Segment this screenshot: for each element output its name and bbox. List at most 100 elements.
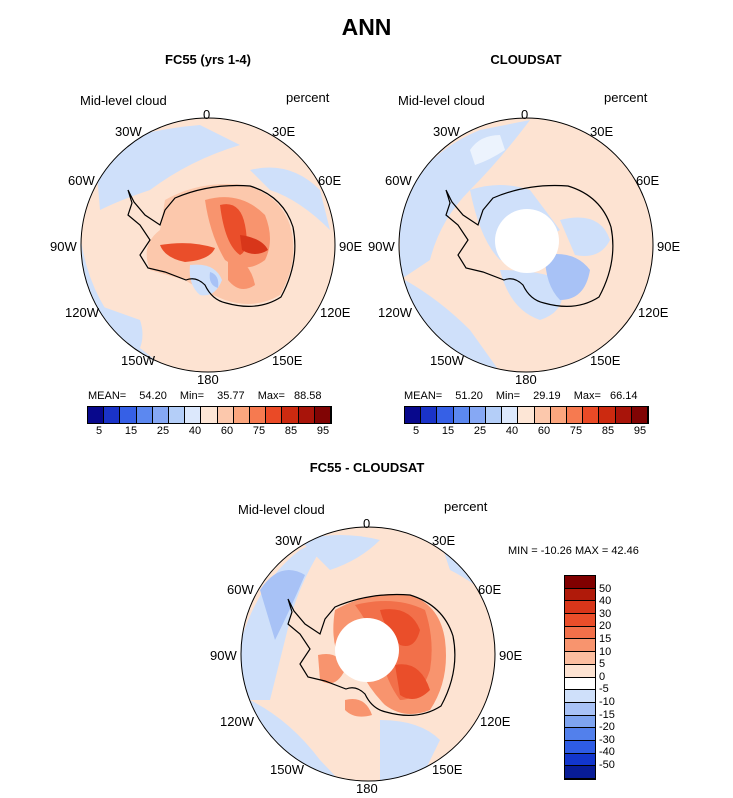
panel-2-stats: MEAN= 51.20 Min= 29.19 Max= 66.14 (404, 390, 638, 402)
colorbar-swatch (282, 407, 299, 423)
panel-3-lon-150w: 150W (270, 762, 304, 777)
panel-2-colorbar-label: 95 (633, 425, 647, 437)
panel-3-lon-150e: 150E (432, 762, 463, 777)
colorbar-swatch (185, 407, 202, 423)
panel-2-lon-120e: 120E (638, 305, 669, 320)
panel-3-colorbar-labels: 50 40 30 20 15 10 5 0 -5 -10 -15 -20 -30… (599, 575, 639, 778)
panel-1-colorbar-label: 15 (124, 425, 138, 437)
panel-3-colorbar-label: -5 (599, 683, 609, 695)
colorbar-swatch (565, 690, 595, 703)
colorbar-swatch (169, 407, 186, 423)
panel-1-max-value: 88.58 (293, 390, 322, 402)
panel-1-colorbar-label: 85 (284, 425, 298, 437)
panel-1-colorbar-label: 5 (95, 425, 103, 437)
panel-1-colorbar-label: 75 (252, 425, 266, 437)
colorbar-swatch (583, 407, 600, 423)
panel-2-colorbar-label: 85 (601, 425, 615, 437)
colorbar-swatch (565, 664, 595, 678)
panel-3-lon-60w: 60W (227, 582, 254, 597)
panel-2-colorbar-labels: 5 15 25 40 60 75 85 95 (404, 425, 647, 439)
panel-2-min-value: 29.19 (533, 390, 561, 402)
panel-1-units-label: percent (286, 90, 330, 105)
panel-2-lon-180: 180 (515, 372, 537, 387)
colorbar-swatch (565, 753, 595, 767)
panel-1-lon-60e: 60E (318, 173, 342, 188)
panel-2-lon-90e: 90E (657, 239, 681, 254)
panel-1-colorbar-label: 40 (188, 425, 202, 437)
colorbar-swatch (250, 407, 267, 423)
panel-2-colorbar (404, 406, 649, 424)
panel-1-lon-150e: 150E (272, 353, 303, 368)
panel-1-lon-120w: 120W (65, 305, 99, 320)
colorbar-swatch (567, 407, 584, 423)
colorbar-swatch (152, 407, 170, 423)
colorbar-swatch (550, 407, 568, 423)
colorbar-swatch (502, 407, 519, 423)
panel-3-colorbar-label: 50 (599, 583, 612, 595)
panel-3-lon-90w: 90W (210, 648, 237, 663)
panel-1-min-label: Min= (179, 390, 205, 402)
panel-3-variable-label: Mid-level cloud (238, 502, 325, 517)
colorbar-swatch (266, 407, 283, 423)
colorbar-swatch (298, 407, 315, 423)
panel-2-colorbar-label: 15 (441, 425, 455, 437)
panel-3-colorbar-label: 30 (599, 608, 612, 620)
colorbar-swatch (599, 407, 616, 423)
colorbar-swatch (565, 588, 595, 602)
panel-3-colorbar-label: 20 (599, 620, 612, 632)
panel-2-lon-60e: 60E (636, 173, 660, 188)
panel-1-colorbar-label: 60 (220, 425, 234, 437)
panel-3-colorbar-label: 40 (599, 595, 612, 607)
panel-1-lon-0: 0 (203, 107, 211, 122)
panel-2-lon-30e: 30E (590, 124, 614, 139)
panel-1-lon-180: 180 (197, 372, 219, 387)
panel-2-max-label: Max= (573, 390, 601, 402)
panel-2-lon-30w: 30W (433, 124, 460, 139)
panel-3-title: FC55 - CLOUDSAT (309, 460, 425, 475)
colorbar-swatch (615, 407, 632, 423)
panel-2-title: CLOUDSAT (490, 52, 562, 67)
panel-3-lon-180: 180 (356, 781, 378, 796)
colorbar-swatch (120, 407, 137, 423)
colorbar-swatch (437, 407, 454, 423)
panel-3-colorbar-label: -20 (599, 721, 615, 733)
panel-2-units-label: percent (604, 90, 648, 105)
colorbar-swatch (565, 601, 595, 615)
panel-3-colorbar-label: -50 (599, 759, 615, 771)
panel-2-lon-150e: 150E (590, 353, 621, 368)
colorbar-swatch (136, 407, 153, 423)
panel-2-variable-label: Mid-level cloud (398, 93, 485, 108)
panel-1-colorbar-label: 25 (156, 425, 170, 437)
colorbar-swatch (565, 639, 595, 653)
colorbar-swatch (453, 407, 470, 423)
colorbar-swatch (88, 407, 105, 423)
colorbar-swatch (486, 407, 503, 423)
colorbar-swatch (565, 677, 595, 691)
colorbar-swatch (565, 740, 595, 754)
panel-3-colorbar-label: 10 (599, 646, 612, 658)
colorbar-swatch (565, 626, 595, 640)
panel-2-colorbar-label: 5 (412, 425, 420, 437)
colorbar-swatch (201, 407, 218, 423)
colorbar-swatch (233, 407, 251, 423)
panel-2-lon-0: 0 (521, 107, 529, 122)
panel-1-variable-label: Mid-level cloud (80, 93, 167, 108)
panel-3-lon-60e: 60E (478, 582, 502, 597)
panel-3-lon-90e: 90E (499, 648, 523, 663)
panel-3-colorbar-label: -10 (599, 696, 615, 708)
panel-1-title: FC55 (yrs 1-4) (165, 52, 251, 67)
panel-2-min-label: Min= (495, 390, 521, 402)
panel-3-lon-120e: 120E (480, 714, 511, 729)
colorbar-swatch (421, 407, 438, 423)
panel-2-lon-150w: 150W (430, 353, 464, 368)
panel-2-mean-value: 51.20 (455, 390, 483, 402)
panel-3-colorbar-label: -30 (599, 734, 615, 746)
colorbar-swatch (469, 407, 487, 423)
panel-3-lon-0: 0 (363, 516, 371, 531)
panel-3-colorbar-label: -40 (599, 746, 615, 758)
panel-1-lon-90w: 90W (50, 239, 77, 254)
panel-1-lon-90e: 90E (339, 239, 363, 254)
colorbar-swatch (565, 766, 595, 779)
